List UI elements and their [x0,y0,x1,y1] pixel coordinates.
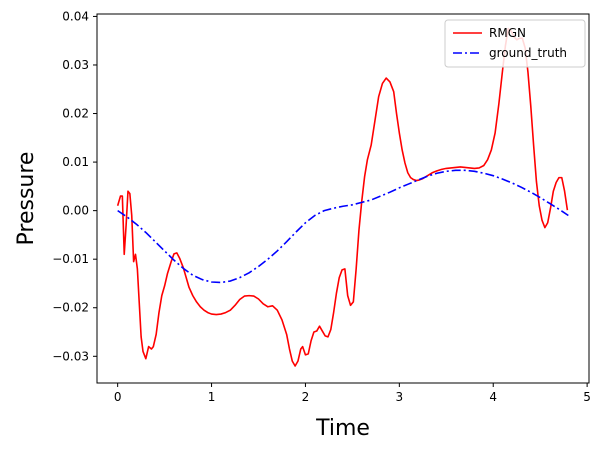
series-line-ground-truth [117,169,569,284]
x-tick-label: 5 [583,390,591,404]
y-tick-label: 0.04 [62,9,89,23]
x-tick-label: 4 [489,390,497,404]
legend-label-ground-truth: ground_truth [489,46,567,60]
y-tick-label: 0.01 [62,155,89,169]
legend-box [444,19,586,68]
x-tick-label: 1 [208,390,216,404]
series-layer [116,27,569,367]
x-axis-title: Time [315,416,370,441]
x-tick-label: 0 [114,390,122,404]
y-axis-title: Pressure [14,152,39,246]
y-tick-label: 0.00 [62,204,89,218]
x-tick-label: 3 [396,390,404,404]
x-axis-ticks: 0 1 2 3 4 5 [114,383,591,404]
y-tick-label: −0.02 [52,301,89,315]
y-tick-label: −0.01 [52,252,89,266]
y-axis-ticks: −0.03 −0.02 −0.01 0.00 0.01 0.02 0.03 0.04 [52,9,97,363]
x-tick-label: 2 [302,390,310,404]
legend: RMGN ground_truth [444,19,586,68]
axes-frame [96,13,590,384]
y-tick-label: 0.02 [62,107,89,121]
y-tick-label: 0.03 [62,58,89,72]
y-tick-label: −0.03 [52,349,89,363]
legend-label-rmgn: RMGN [489,26,526,40]
series-line-rmgn [116,27,569,367]
